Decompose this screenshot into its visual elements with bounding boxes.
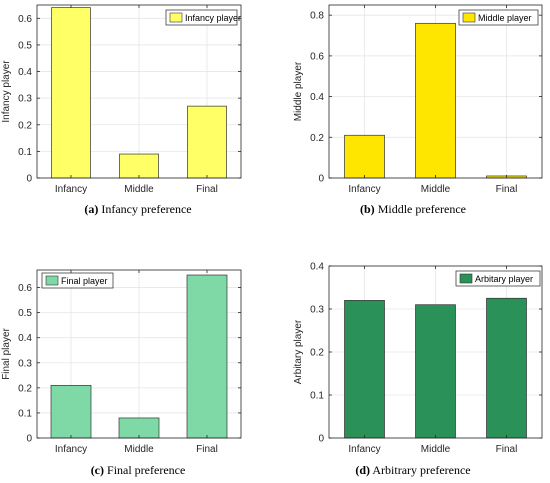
y-tick-label: 0.8 [310, 11, 324, 22]
chart-panel-3: 0 0.1 0.2 0.3 0.4 0.5 0.6 Infancy Middle Final Fin… [1, 269, 242, 477]
caption-text: Middle preference [375, 202, 466, 216]
y-tick-label: 0 [318, 174, 324, 185]
bar-final [187, 105, 227, 179]
y-axis-label: Infancy player [1, 60, 12, 123]
legend-box [455, 270, 541, 287]
bar-infancy [50, 384, 92, 439]
caption-text: Final preference [104, 463, 185, 477]
y-axis-label: Middle player [293, 61, 304, 121]
y-tick-label: 0.5 [18, 40, 32, 51]
x-tick-label: Infancy [348, 184, 380, 195]
y-tick-label: 0.6 [18, 283, 32, 294]
y-tick-label: 0.5 [18, 308, 32, 319]
y-tick-label: 0 [318, 434, 324, 445]
legend-label: Arbitary player [475, 274, 533, 284]
x-tick-label: Infancy [55, 444, 87, 455]
panel-caption: (c) Final preference [91, 463, 186, 477]
y-tick-label: 0.1 [18, 408, 32, 419]
y-tick-label: 0.2 [18, 383, 32, 394]
y-tick-label: 0.2 [310, 133, 324, 144]
y-tick-label: 0.4 [18, 67, 32, 78]
caption-label: (b) [360, 202, 375, 216]
panel-caption: (b) Middle preference [360, 202, 466, 216]
y-tick-label: 0 [26, 174, 32, 185]
chart-panel-2: 0 0.2 0.4 0.6 0.8 Infancy Middle Final Middle pl… [293, 4, 543, 216]
x-tick-label: Infancy [55, 184, 87, 195]
y-tick-label: 0.3 [18, 94, 32, 105]
x-tick-label: Middle [124, 184, 154, 195]
legend-swatch [462, 12, 476, 23]
y-tick-label: 0.6 [310, 51, 324, 62]
bar-middle [415, 22, 456, 179]
chart-panel-4: 0 0.1 0.2 0.3 0.4 Infancy Middle Final Arbitary … [293, 262, 543, 477]
bar-infancy [344, 134, 385, 179]
x-tick-label: Final [196, 184, 218, 195]
x-tick-label: Middle [124, 444, 154, 455]
legend-label: Infancy player [185, 13, 241, 23]
x-tick-label: Final [496, 184, 518, 195]
bar-middle [118, 417, 160, 439]
y-axis-label: Arbitary player [293, 319, 304, 384]
caption-text: Infancy preference [98, 202, 191, 216]
y-tick-label: 0.4 [18, 333, 32, 344]
bar-final [486, 297, 527, 439]
legend-box [165, 9, 238, 26]
y-tick-label: 0.1 [18, 147, 32, 158]
caption-label: (a) [84, 202, 98, 216]
legend-swatch [169, 12, 183, 23]
y-tick-label: 0.4 [310, 92, 324, 103]
y-tick-label: 0.4 [310, 262, 324, 273]
y-tick-label: 0 [26, 434, 32, 445]
bar-middle [119, 153, 159, 179]
y-tick-label: 0.2 [310, 348, 324, 359]
x-tick-label: Final [496, 444, 518, 455]
y-tick-label: 0.3 [310, 305, 324, 316]
caption-text: Arbitrary preference [370, 463, 471, 477]
x-tick-label: Final [196, 444, 218, 455]
bar-infancy [51, 7, 91, 179]
y-tick-label: 0.2 [18, 120, 32, 131]
legend-box [41, 272, 114, 289]
bar-infancy [344, 300, 385, 439]
x-tick-label: Middle [421, 184, 451, 195]
legend-swatch [45, 275, 59, 286]
panel-caption: (d) Arbitrary preference [355, 463, 470, 477]
y-tick-label: 0.1 [310, 391, 324, 402]
legend-label: Final player [61, 276, 108, 286]
caption-label: (c) [91, 463, 104, 477]
legend-swatch [459, 273, 473, 284]
panel-caption: (a) Infancy preference [84, 202, 191, 216]
bar-final [186, 274, 228, 439]
legend-label: Middle player [478, 13, 532, 23]
caption-label: (d) [355, 463, 370, 477]
x-tick-label: Infancy [348, 444, 380, 455]
chart-panel-1: 0 0.1 0.2 0.3 0.4 0.5 0.6 Infancy Middle Final Inf… [1, 4, 242, 216]
legend-box [458, 9, 539, 26]
y-axis-label: Final player [1, 327, 12, 379]
y-tick-label: 0.6 [18, 14, 32, 25]
x-tick-label: Middle [421, 444, 451, 455]
bar-middle [415, 304, 456, 439]
y-tick-label: 0.3 [18, 358, 32, 369]
